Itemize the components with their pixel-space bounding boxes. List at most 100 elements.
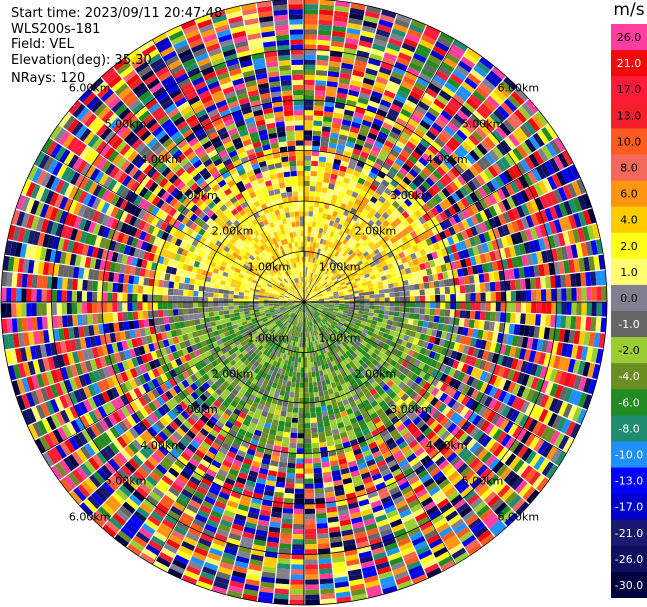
velocity-gate xyxy=(351,260,357,267)
velocity-gate xyxy=(422,391,431,400)
velocity-gate xyxy=(446,539,461,551)
velocity-gate xyxy=(395,196,404,206)
velocity-gate xyxy=(333,296,340,299)
velocity-gate xyxy=(424,190,434,200)
velocity-gate xyxy=(392,432,402,442)
velocity-gate xyxy=(585,271,592,286)
velocity-gate xyxy=(461,450,473,462)
velocity-gate xyxy=(558,328,566,342)
velocity-gate xyxy=(391,320,398,327)
velocity-gate xyxy=(309,241,314,248)
velocity-gate xyxy=(387,263,394,270)
velocity-gate xyxy=(502,119,516,133)
velocity-gate xyxy=(409,330,417,338)
velocity-gate xyxy=(330,337,336,343)
velocity-gate xyxy=(372,162,382,171)
velocity-gate xyxy=(319,286,325,291)
velocity-gate xyxy=(373,269,380,275)
velocity-gate xyxy=(304,231,308,237)
velocity-gate xyxy=(319,285,324,290)
velocity-gate xyxy=(514,347,522,359)
velocity-gate xyxy=(377,424,387,433)
velocity-gate xyxy=(384,306,390,311)
velocity-gate xyxy=(562,437,574,453)
velocity-gate xyxy=(413,146,425,157)
velocity-gate xyxy=(382,332,389,339)
velocity-gate xyxy=(311,284,315,290)
velocity-gate xyxy=(521,336,529,349)
velocity-gate xyxy=(336,266,342,272)
velocity-gate xyxy=(403,312,410,319)
velocity-gate xyxy=(400,80,414,91)
velocity-gate xyxy=(461,219,470,230)
velocity-gate xyxy=(353,309,359,314)
velocity-gate xyxy=(384,187,393,196)
velocity-gate xyxy=(417,339,425,347)
velocity-gate xyxy=(282,513,293,519)
velocity-gate xyxy=(432,45,447,57)
velocity-gate xyxy=(283,431,291,438)
velocity-gate xyxy=(294,498,304,504)
velocity-gate xyxy=(351,74,364,83)
velocity-gate xyxy=(476,417,487,429)
velocity-gate xyxy=(341,264,347,271)
velocity-gate xyxy=(435,223,444,233)
velocity-gate xyxy=(378,66,392,76)
velocity-gate xyxy=(356,316,363,321)
velocity-gate xyxy=(469,236,477,247)
velocity-gate xyxy=(397,214,406,223)
velocity-gate xyxy=(332,289,338,293)
velocity-gate xyxy=(376,408,385,416)
velocity-gate xyxy=(316,518,328,524)
velocity-gate xyxy=(310,165,318,172)
velocity-gate xyxy=(365,276,372,282)
velocity-gate xyxy=(570,423,581,439)
velocity-gate xyxy=(327,319,333,325)
velocity-gate xyxy=(346,223,354,230)
velocity-gate xyxy=(435,413,446,424)
velocity-gate xyxy=(346,408,354,415)
velocity-gate xyxy=(513,244,522,256)
velocity-gate xyxy=(361,168,370,176)
velocity-gate xyxy=(308,256,311,263)
velocity-gate xyxy=(477,349,485,359)
velocity-gate xyxy=(504,247,512,259)
velocity-gate xyxy=(460,293,466,302)
velocity-gate xyxy=(528,135,541,150)
velocity-gate xyxy=(312,130,322,137)
velocity-gate xyxy=(313,297,319,300)
velocity-gate xyxy=(570,244,579,259)
velocity-gate xyxy=(345,37,359,45)
velocity-gate xyxy=(304,34,317,40)
velocity-gate xyxy=(418,361,426,370)
velocity-gate xyxy=(279,415,286,422)
velocity-gate xyxy=(508,268,515,280)
velocity-gate xyxy=(311,308,316,313)
velocity-gate xyxy=(358,310,364,315)
velocity-gate xyxy=(349,12,364,21)
velocity-gate xyxy=(304,120,313,126)
velocity-gate xyxy=(558,260,565,274)
velocity-gate xyxy=(483,396,493,408)
velocity-gate xyxy=(337,374,343,381)
velocity-gate xyxy=(310,290,315,295)
velocity-gate xyxy=(416,353,424,362)
velocity-gate xyxy=(311,437,319,444)
velocity-gate xyxy=(507,94,521,109)
velocity-gate xyxy=(434,308,441,316)
velocity-gate xyxy=(305,292,308,298)
velocity-gate xyxy=(518,267,525,279)
velocity-gate xyxy=(390,272,397,279)
velocity-gate xyxy=(386,364,394,372)
velocity-gate xyxy=(488,70,503,84)
velocity-gate xyxy=(453,459,465,471)
velocity-gate xyxy=(409,425,419,435)
velocity-gate xyxy=(375,437,385,446)
velocity-gate xyxy=(323,306,329,309)
velocity-gate xyxy=(326,81,338,88)
velocity-gate xyxy=(528,153,540,168)
velocity-gate xyxy=(363,163,373,172)
velocity-gate xyxy=(350,225,358,233)
velocity-gate xyxy=(390,415,400,425)
velocity-gate xyxy=(327,272,333,277)
